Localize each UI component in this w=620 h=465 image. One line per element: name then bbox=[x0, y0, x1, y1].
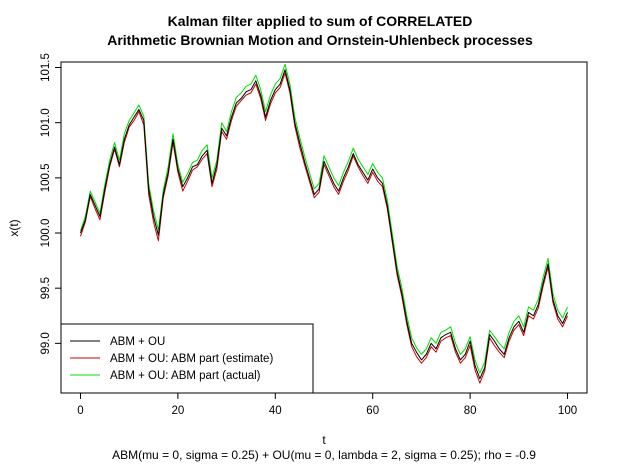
legend: ABM + OU ABM + OU: ABM part (estimate) A… bbox=[60, 323, 314, 394]
x-tick-label: 80 bbox=[464, 405, 477, 417]
y-tick-label: 99.0 bbox=[40, 332, 52, 354]
legend-box bbox=[60, 323, 314, 394]
x-axis: 0 20 40 60 80 100 bbox=[77, 392, 577, 417]
y-tick-label: 99.5 bbox=[40, 277, 52, 299]
chart-title-line-1: Kalman filter applied to sum of CORRELAT… bbox=[168, 13, 473, 29]
x-tick-label: 0 bbox=[77, 405, 83, 417]
legend-label-abm-actual: ABM + OU: ABM part (actual) bbox=[110, 370, 261, 382]
x-tick-label: 60 bbox=[366, 405, 379, 417]
series-line-0 bbox=[80, 69, 568, 380]
chart-title-line-2: Arithmetic Brownian Motion and Ornstein-… bbox=[107, 32, 533, 48]
x-tick-label: 40 bbox=[269, 405, 282, 417]
y-axis-label: x(t) bbox=[7, 219, 21, 236]
x-tick-label: 20 bbox=[171, 405, 184, 417]
legend-label-abm-estimate: ABM + OU: ABM part (estimate) bbox=[110, 353, 273, 365]
chart-subtitle: ABM(mu = 0, sigma = 0.25) + OU(mu = 0, l… bbox=[112, 448, 536, 462]
y-tick-label: 100.5 bbox=[40, 163, 52, 192]
series-line-2 bbox=[80, 63, 568, 374]
y-tick-label: 100.0 bbox=[40, 219, 52, 248]
y-axis: 99.0 99.5 100.0 100.5 101.0 101.5 bbox=[40, 53, 62, 355]
x-tick-label: 100 bbox=[558, 405, 577, 417]
legend-label-abm-ou: ABM + OU bbox=[110, 336, 165, 348]
y-tick-label: 101.0 bbox=[40, 108, 52, 137]
x-axis-label: t bbox=[322, 433, 326, 447]
series-layer bbox=[80, 63, 568, 384]
y-tick-label: 101.5 bbox=[40, 53, 52, 82]
